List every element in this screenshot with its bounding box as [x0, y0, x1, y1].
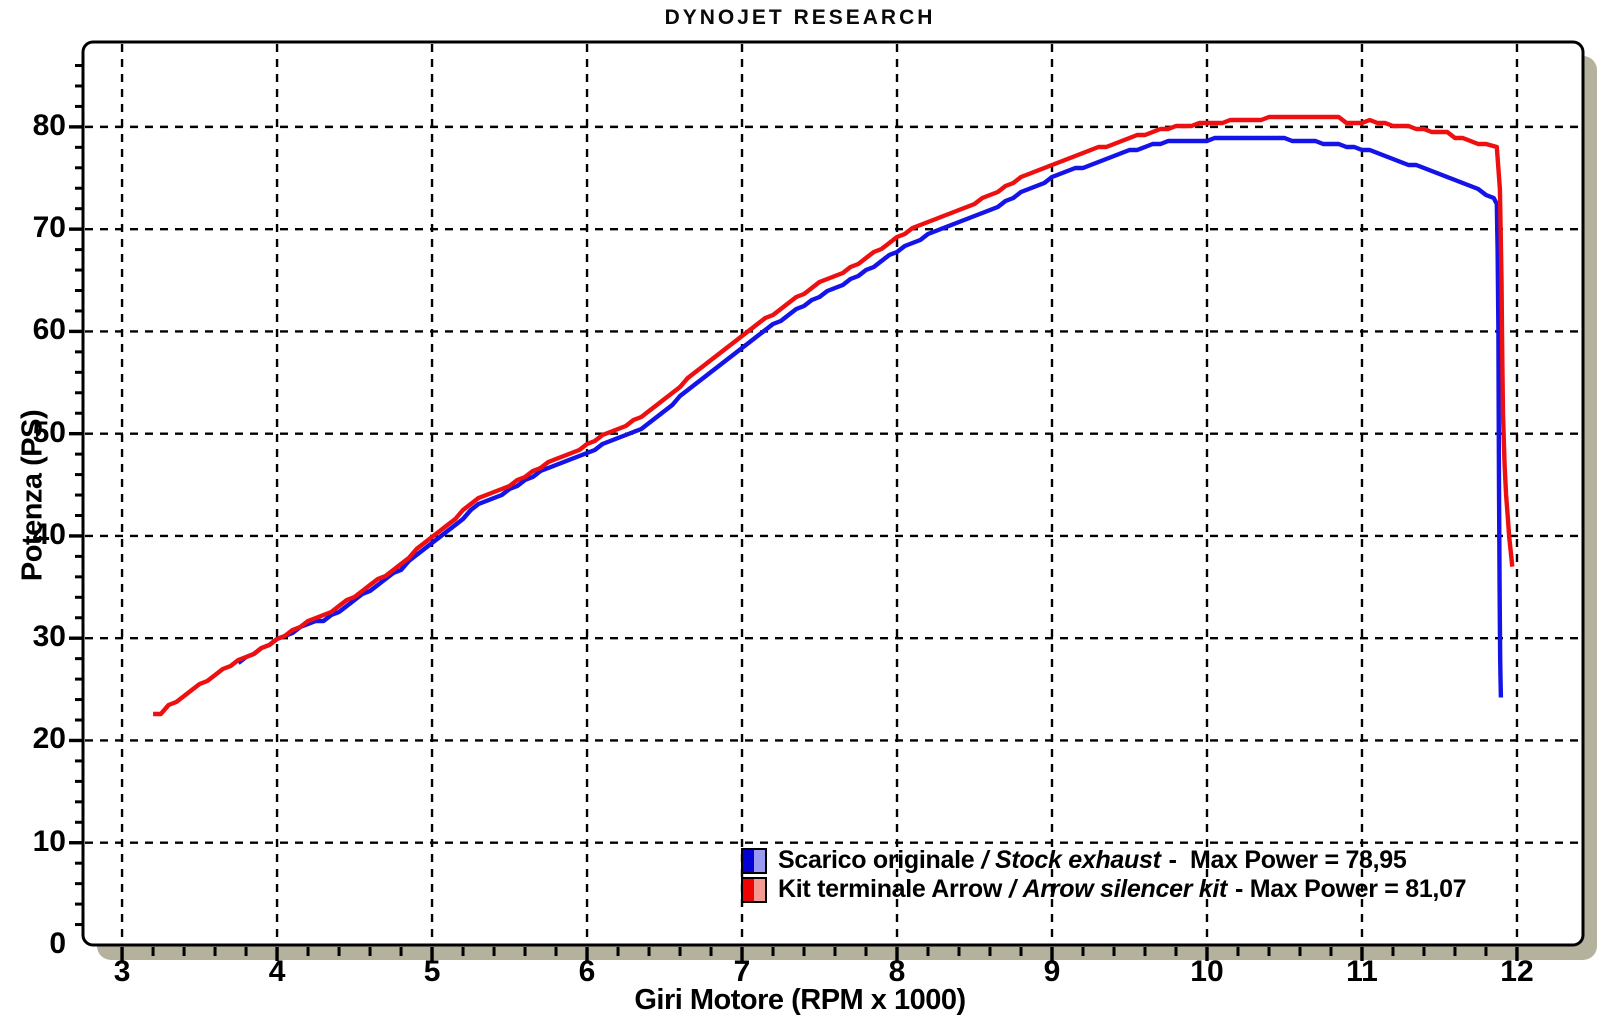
- x-tick-label: 9: [1043, 955, 1061, 988]
- y-tick-label: 40: [32, 517, 66, 551]
- y-tick-label: 50: [32, 415, 66, 449]
- plot-frame: [81, 40, 1585, 947]
- x-tick-label: 10: [1190, 955, 1224, 988]
- legend-label-arrow-kit: Kit terminale Arrow / Arrow silencer kit - …: [778, 875, 1467, 903]
- x-axis-title: Giri Motore (RPM x 1000): [634, 984, 966, 1016]
- legend-label-stock: Scarico originale / Stock exhaust - Max Pow…: [778, 846, 1407, 874]
- legend-row-stock: Scarico originale / Stock exhaust - Max Pow…: [741, 846, 1466, 875]
- curve-stock-exhaust: [236, 135, 1504, 698]
- y-tick-label: 10: [32, 824, 66, 858]
- x-tick-label: 8: [888, 955, 906, 988]
- x-tick-label: 3: [113, 955, 131, 988]
- legend-swatch-stock-icon: [741, 847, 767, 874]
- x-tick-label: 6: [578, 955, 596, 988]
- y-tick-label: 70: [32, 211, 66, 245]
- x-tick-label: 4: [268, 955, 286, 988]
- legend-row-arrow-kit: Kit terminale Arrow / Arrow silencer kit - …: [741, 875, 1467, 904]
- y-tick-label: 20: [32, 722, 66, 756]
- x-tick-label: 12: [1500, 955, 1534, 988]
- chart-title: DYNOJET RESEARCH: [664, 6, 936, 29]
- y-tick-label: 80: [32, 108, 66, 142]
- y-tick-label: 0: [49, 927, 66, 960]
- y-axis-title: Potenza (PS): [16, 409, 49, 582]
- x-tick-label: 11: [1346, 955, 1378, 988]
- curve-arrow-kit: [153, 114, 1515, 717]
- x-tick-label: 7: [733, 955, 751, 988]
- y-tick-label: 30: [32, 620, 66, 654]
- y-tick-label: 60: [32, 313, 66, 347]
- x-tick-label: 5: [423, 955, 441, 988]
- legend: Scarico originale / Stock exhaust - Max Pow…: [741, 846, 1467, 904]
- legend-swatch-arrow-icon: [741, 876, 767, 903]
